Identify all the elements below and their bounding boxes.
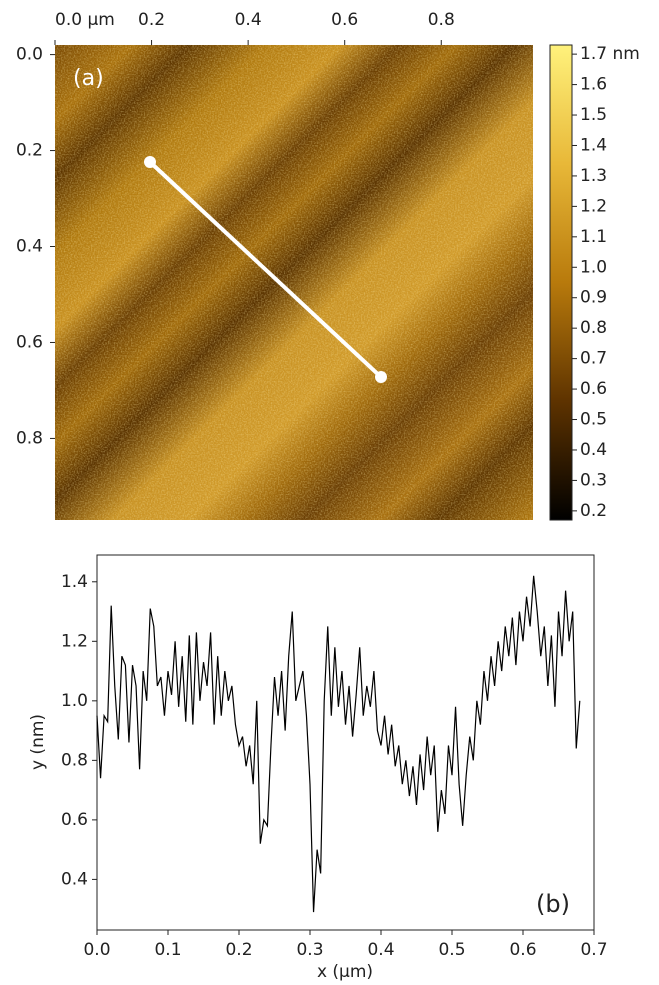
colorbar-tick-label: 0.5 (580, 410, 607, 430)
afm-image: (a) (55, 45, 533, 520)
x-tick-label: 0.5 (438, 940, 465, 960)
y-tick-label: 1.0 (61, 691, 88, 711)
plot-frame (96, 554, 595, 931)
x-tick-label: 0.0 (83, 940, 110, 960)
colorbar-tick-label: 0.7 (580, 349, 607, 369)
profile-line (148, 160, 383, 379)
y-tick-label: 1.4 (61, 572, 88, 592)
profile-start (144, 156, 156, 168)
colorbar-tick-label: 0.4 (580, 440, 607, 460)
y-tick-label: 0.0 (16, 45, 43, 65)
x-tick-label: 0.8 (428, 10, 455, 30)
x-tick-label: 0.6 (509, 940, 536, 960)
colorbar-tick-label: 0.6 (580, 379, 607, 399)
colorbar-tick-label: 0.3 (580, 470, 607, 490)
x-tick-label: 0.2 (225, 940, 252, 960)
afm-texture (55, 45, 533, 520)
x-tick-label: 0.4 (367, 940, 394, 960)
colorbar-tick-label: 0.2 (580, 501, 607, 521)
colorbar-tick-label: 1.3 (580, 166, 607, 186)
colorbar (549, 44, 573, 521)
profile-line (96, 575, 581, 913)
colorbar-tick-label: 1.4 (580, 135, 607, 155)
colorbar-tick-label: 1.6 (580, 75, 607, 95)
x-tick-label: 0.6 (331, 10, 358, 30)
profile-end (375, 371, 387, 383)
x-tick-label: 0.4 (235, 10, 262, 30)
panel-label: (b) (536, 890, 570, 918)
x-axis-label: x (μm) (317, 962, 373, 982)
y-tick-label: 0.8 (61, 750, 88, 770)
y-tick-label: 0.4 (16, 237, 43, 257)
y-tick-label: 0.4 (61, 869, 88, 889)
colorbar-tick-label: 1.2 (580, 196, 607, 216)
x-tick-label: 0.0 μm (55, 10, 115, 30)
y-tick-label: 0.6 (61, 810, 88, 830)
colorbar-tick-label: 1.1 (580, 227, 607, 247)
colorbar-tick-label: 1.7 nm (580, 44, 640, 64)
y-tick-label: 0.8 (16, 428, 43, 448)
y-axis-label: y (nm) (28, 714, 48, 770)
panel-label: (a) (73, 66, 104, 91)
x-tick-label: 0.7 (580, 940, 607, 960)
colorbar-tick-label: 1.0 (580, 257, 607, 277)
x-tick-label: 0.3 (296, 940, 323, 960)
y-tick-label: 0.2 (16, 141, 43, 161)
colorbar-tick-label: 1.5 (580, 105, 607, 125)
colorbar-tick-label: 0.9 (580, 288, 607, 308)
x-tick-label: 0.2 (138, 10, 165, 30)
y-tick-label: 1.2 (61, 631, 88, 651)
colorbar-tick-label: 0.8 (580, 318, 607, 338)
y-tick-label: 0.6 (16, 332, 43, 352)
x-tick-label: 0.1 (154, 940, 181, 960)
